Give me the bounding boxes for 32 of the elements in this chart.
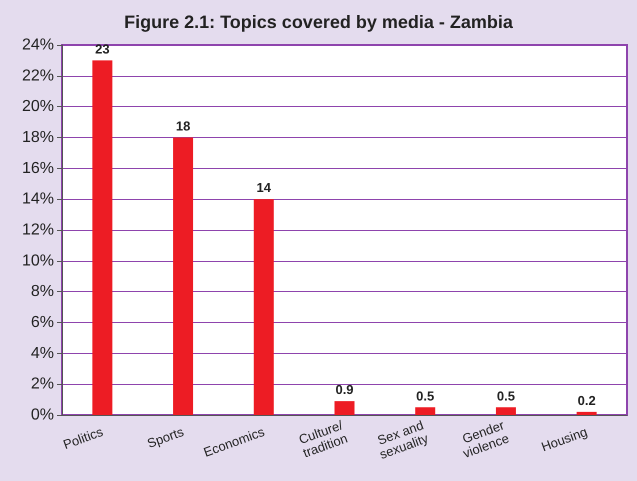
y-tick-label: 6%	[30, 314, 54, 331]
x-tick-label: Housing	[539, 424, 590, 454]
bar	[496, 407, 516, 415]
y-tick-label: 20%	[22, 98, 54, 116]
data-label: 0.5	[416, 388, 434, 404]
bar	[92, 60, 112, 415]
y-tick-label: 4%	[30, 344, 54, 362]
y-tick-label: 0%	[30, 406, 54, 424]
x-tick-label: Gender violence	[460, 417, 511, 461]
y-tick-label: 2%	[30, 376, 54, 393]
data-label: 0.5	[496, 388, 515, 404]
data-label: 0.2	[578, 392, 596, 408]
bar	[415, 407, 436, 415]
chart-title: Figure 2.1: Topics covered by media - Zambia	[124, 12, 514, 32]
bar	[254, 199, 274, 415]
y-tick-label: 8%	[30, 283, 54, 300]
y-tick-label: 10%	[22, 252, 54, 270]
bar	[576, 412, 597, 415]
data-label: 18	[176, 118, 190, 134]
data-label: 14	[256, 180, 272, 196]
x-tick-label: Sports	[145, 424, 186, 451]
y-tick-label: 22%	[22, 67, 54, 84]
data-label: 0.9	[335, 382, 354, 398]
x-tick-label: Politics	[61, 424, 106, 452]
bar	[334, 401, 354, 415]
y-tick-label: 14%	[22, 190, 54, 208]
y-tick-label: 18%	[22, 129, 54, 146]
bar	[173, 138, 194, 415]
y-tick-label: 24%	[22, 36, 54, 54]
y-tick-label: 16%	[22, 160, 54, 177]
data-label: 23	[95, 41, 110, 56]
y-tick-label: 12%	[22, 222, 54, 238]
